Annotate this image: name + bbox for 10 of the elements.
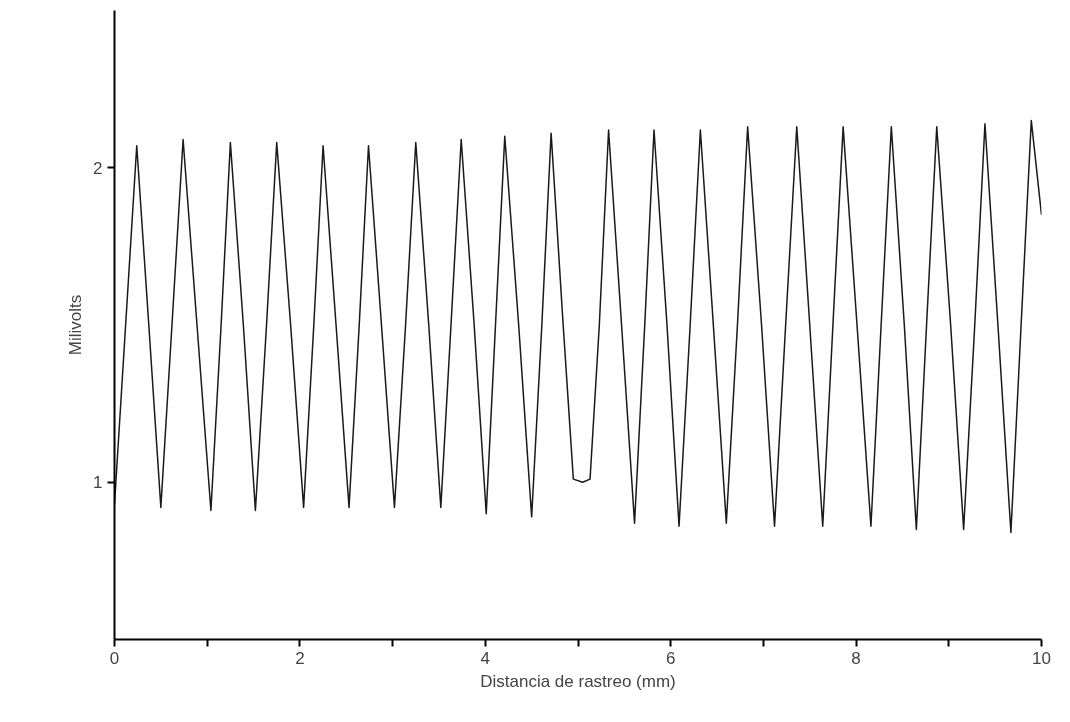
x-tick-label: 4 xyxy=(480,648,491,668)
x-tick-label: 2 xyxy=(295,648,305,668)
line-series xyxy=(114,119,1042,534)
x-tick-label: 6 xyxy=(665,648,676,668)
y-axis-title: Milivolts xyxy=(66,294,86,356)
x-tick-label: 10 xyxy=(1032,648,1051,668)
x-tick-label: 8 xyxy=(851,648,861,668)
x-axis-title: Distancia de rastreo (mm) xyxy=(480,671,676,691)
y-tick-label: 1 xyxy=(93,473,103,493)
x-tick-label: 0 xyxy=(109,648,120,668)
